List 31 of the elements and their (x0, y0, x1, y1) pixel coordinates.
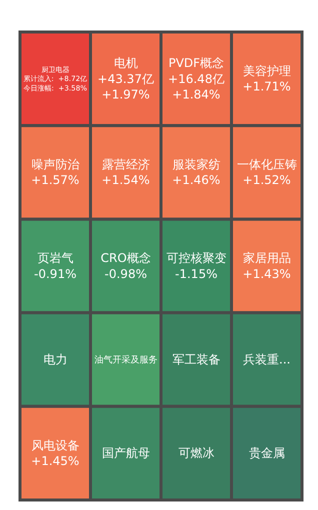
category-label: 一体化压铸 (236, 158, 297, 172)
category-label: 可控核聚变 (166, 251, 226, 266)
data-label: +1.43% (242, 266, 291, 281)
category-label: 电力 (43, 352, 68, 367)
category-label: PVDF概念 (168, 56, 224, 70)
category-label: 军工装备 (172, 352, 220, 367)
category-label: 可燃冰 (178, 446, 214, 460)
category-label: 服装家纺 (172, 158, 220, 172)
data-label: +1.45% (31, 454, 80, 468)
data-label: +1.46% (172, 173, 220, 188)
category-label: 噪声防治 (31, 158, 80, 172)
data-label: +1.52% (242, 173, 291, 188)
category-label: 美容护理 (242, 64, 291, 78)
category-label: 露营经济 (102, 158, 150, 172)
data-label: -0.91% (34, 266, 76, 281)
data-label: +16.48亿 +1.84% (168, 72, 224, 102)
category-label: 国产航母 (102, 446, 150, 460)
data-label: +1.54% (102, 173, 150, 188)
category-label: 家居用品 (242, 251, 291, 266)
category-label: 兵装重... (243, 352, 290, 367)
data-label: +43.37亿 +1.97% (98, 72, 154, 102)
data-label: -0.98% (104, 266, 147, 281)
category-label: 贵金属 (248, 446, 285, 460)
data-label: +1.57% (31, 173, 80, 188)
data-label: +1.71% (242, 80, 291, 94)
category-label: CRO概念 (100, 251, 151, 266)
category-label: 页岩气 (37, 251, 74, 266)
category-label: 电机 (114, 56, 138, 70)
category-label: 油气开采及服务 (94, 354, 158, 366)
category-label: 风电设备 (31, 438, 80, 452)
data-label: -1.15% (175, 266, 218, 281)
